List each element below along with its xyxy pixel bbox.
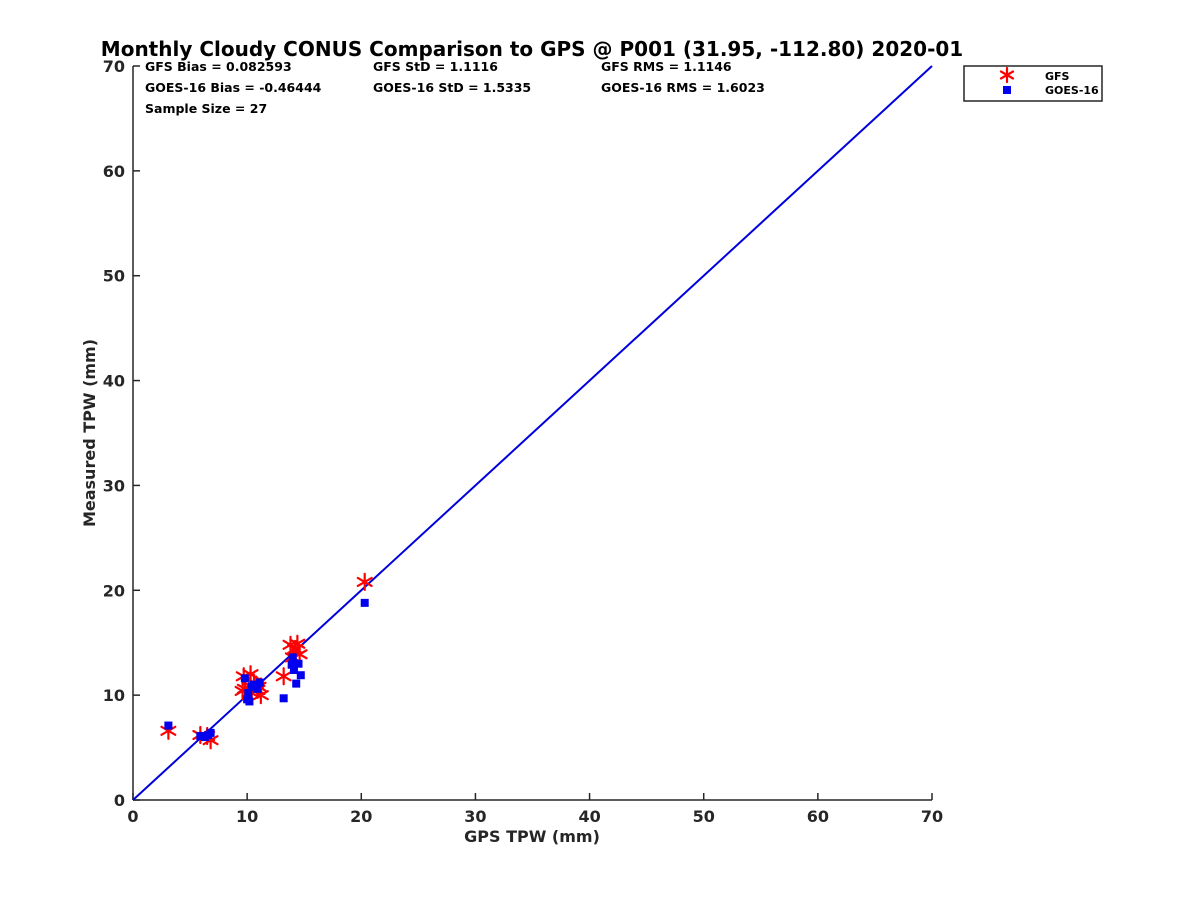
goes16-point <box>164 721 173 730</box>
gfs-bias-text: GFS Bias = 0.082593 <box>145 59 292 74</box>
legend: GFS GOES-16 <box>963 65 1103 102</box>
gfs-point <box>356 572 373 591</box>
goes-std-text: GOES-16 StD = 1.5335 <box>373 80 531 95</box>
goes16-point <box>253 684 262 693</box>
goes-rms-text: GOES-16 RMS = 1.6023 <box>601 80 765 95</box>
goes16-point <box>196 732 205 741</box>
goes16-point <box>249 680 258 689</box>
y-tick-label: 10 <box>103 686 125 705</box>
one-to-one-line <box>132 65 933 801</box>
y-tick-label: 40 <box>103 372 125 391</box>
x-tick-label: 20 <box>350 807 372 826</box>
goes-bias-text: GOES-16 Bias = -0.46444 <box>145 80 322 95</box>
sample-size-text: Sample Size = 27 <box>145 101 267 116</box>
legend-goes-label: GOES-16 <box>1045 84 1099 97</box>
series-goes-16 <box>164 598 369 742</box>
goes16-point <box>240 674 249 683</box>
goes16-point <box>294 659 303 668</box>
y-tick-label: 0 <box>114 791 125 810</box>
legend-goes-marker <box>1003 86 1011 94</box>
x-tick-label: 70 <box>921 807 943 826</box>
goes16-point <box>288 653 297 662</box>
y-tick-label: 50 <box>103 267 125 286</box>
goes16-point <box>244 689 253 698</box>
legend-box <box>963 65 1103 102</box>
x-axis-label: GPS TPW (mm) <box>464 827 600 846</box>
goes16-point <box>289 665 298 674</box>
x-tick-label: 50 <box>693 807 715 826</box>
legend-gfs-marker <box>999 66 1015 84</box>
y-tick-label: 30 <box>103 476 125 495</box>
goes16-point <box>287 660 296 669</box>
series-layer <box>160 572 373 750</box>
x-tick-label: 10 <box>236 807 258 826</box>
series-gfs <box>160 572 373 750</box>
goes16-point <box>360 598 369 607</box>
y-ticks: 0 10 20 30 40 50 60 70 <box>103 57 140 810</box>
goes16-point <box>292 679 301 688</box>
x-tick-label: 40 <box>578 807 600 826</box>
goes16-point <box>255 678 264 687</box>
gfs-std-text: GFS StD = 1.1116 <box>373 59 498 74</box>
y-tick-label: 60 <box>103 162 125 181</box>
gfs-point <box>275 667 292 686</box>
x-tick-label: 30 <box>464 807 486 826</box>
chart-title: Monthly Cloudy CONUS Comparison to GPS @… <box>101 37 963 61</box>
y-tick-label: 70 <box>103 57 125 76</box>
x-ticks: 0 10 20 30 40 50 60 70 <box>127 793 943 826</box>
legend-gfs-asterisk <box>999 66 1015 84</box>
y-tick-label: 20 <box>103 581 125 600</box>
gfs-rms-text: GFS RMS = 1.1146 <box>601 59 732 74</box>
goes16-point <box>204 730 213 739</box>
x-tick-label: 60 <box>807 807 829 826</box>
legend-goes-square <box>1003 86 1011 94</box>
goes16-point <box>245 697 254 706</box>
x-tick-label: 0 <box>127 807 138 826</box>
axes <box>132 66 932 801</box>
y-axis-label: Measured TPW (mm) <box>80 339 99 527</box>
legend-gfs-label: GFS <box>1045 70 1070 83</box>
goes16-point <box>296 671 305 680</box>
reference-line-layer <box>132 65 933 801</box>
goes16-point <box>279 694 288 703</box>
